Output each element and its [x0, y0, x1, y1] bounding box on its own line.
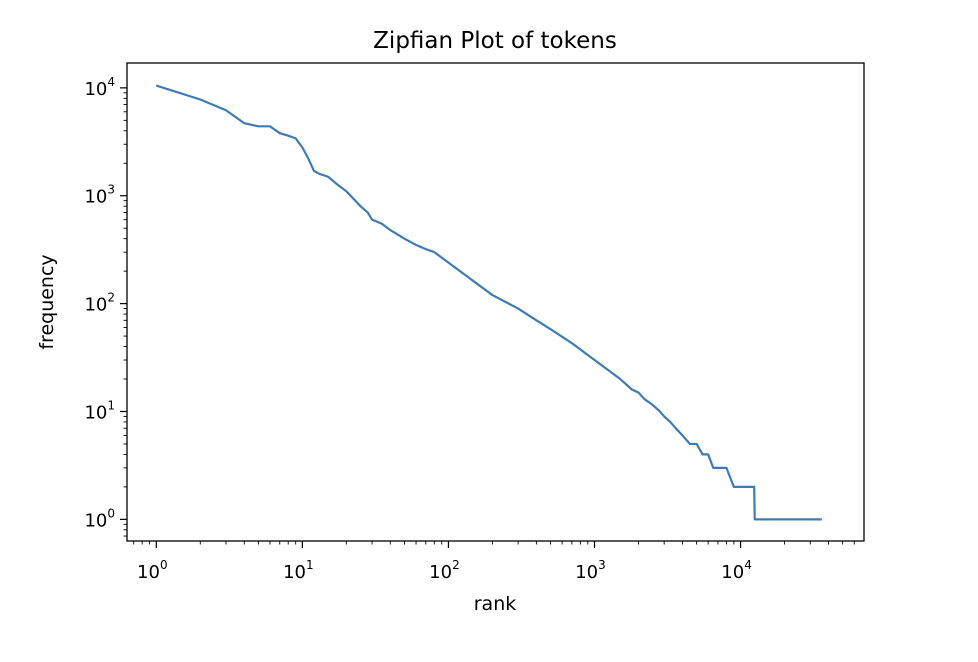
x-tick-label-base: 10	[137, 562, 160, 583]
x-tick-label-base: 10	[429, 562, 452, 583]
y-tick-label-exponent: 0	[107, 506, 115, 520]
y-tick-label-exponent: 3	[107, 183, 115, 197]
x-tick-label-base: 10	[283, 562, 306, 583]
y-tick-label-base: 10	[84, 79, 107, 100]
y-tick-label: 104	[84, 75, 115, 100]
x-tick-label: 103	[575, 558, 606, 583]
chart-title: Zipfian Plot of tokens	[373, 28, 617, 54]
x-tick-label-exponent: 4	[744, 558, 752, 572]
x-tick-label-exponent: 2	[452, 558, 460, 572]
x-axis-ticks: 100 101 102 103 104	[137, 541, 752, 583]
y-tick-label-exponent: 1	[107, 398, 115, 412]
x-tick-label-exponent: 0	[160, 558, 168, 572]
y-tick-label-base: 10	[84, 402, 107, 423]
plot-frame	[126, 62, 865, 542]
x-tick-label-base: 10	[575, 562, 598, 583]
y-tick-label-exponent: 2	[107, 291, 115, 305]
y-axis-label: frequency	[36, 254, 58, 349]
y-tick-label: 103	[84, 183, 115, 208]
x-tick-label: 104	[721, 558, 752, 583]
frequency-series-line	[155, 84, 822, 521]
y-tick-label-exponent: 4	[107, 75, 115, 89]
minor-ticks	[123, 92, 855, 545]
y-tick-label-base: 10	[84, 295, 107, 316]
x-tick-label-exponent: 3	[598, 558, 606, 572]
x-tick-label: 102	[429, 558, 460, 583]
x-tick-label-exponent: 1	[306, 558, 314, 572]
x-tick-label-base: 10	[721, 562, 744, 583]
x-tick-label: 101	[283, 558, 314, 583]
y-tick-label: 102	[84, 291, 115, 316]
x-tick-label: 100	[137, 558, 168, 583]
y-tick-label: 100	[84, 506, 115, 531]
y-tick-label-base: 10	[84, 187, 107, 208]
y-tick-label: 101	[84, 398, 115, 423]
x-axis-label: rank	[474, 593, 517, 615]
y-tick-label-base: 10	[84, 510, 107, 531]
